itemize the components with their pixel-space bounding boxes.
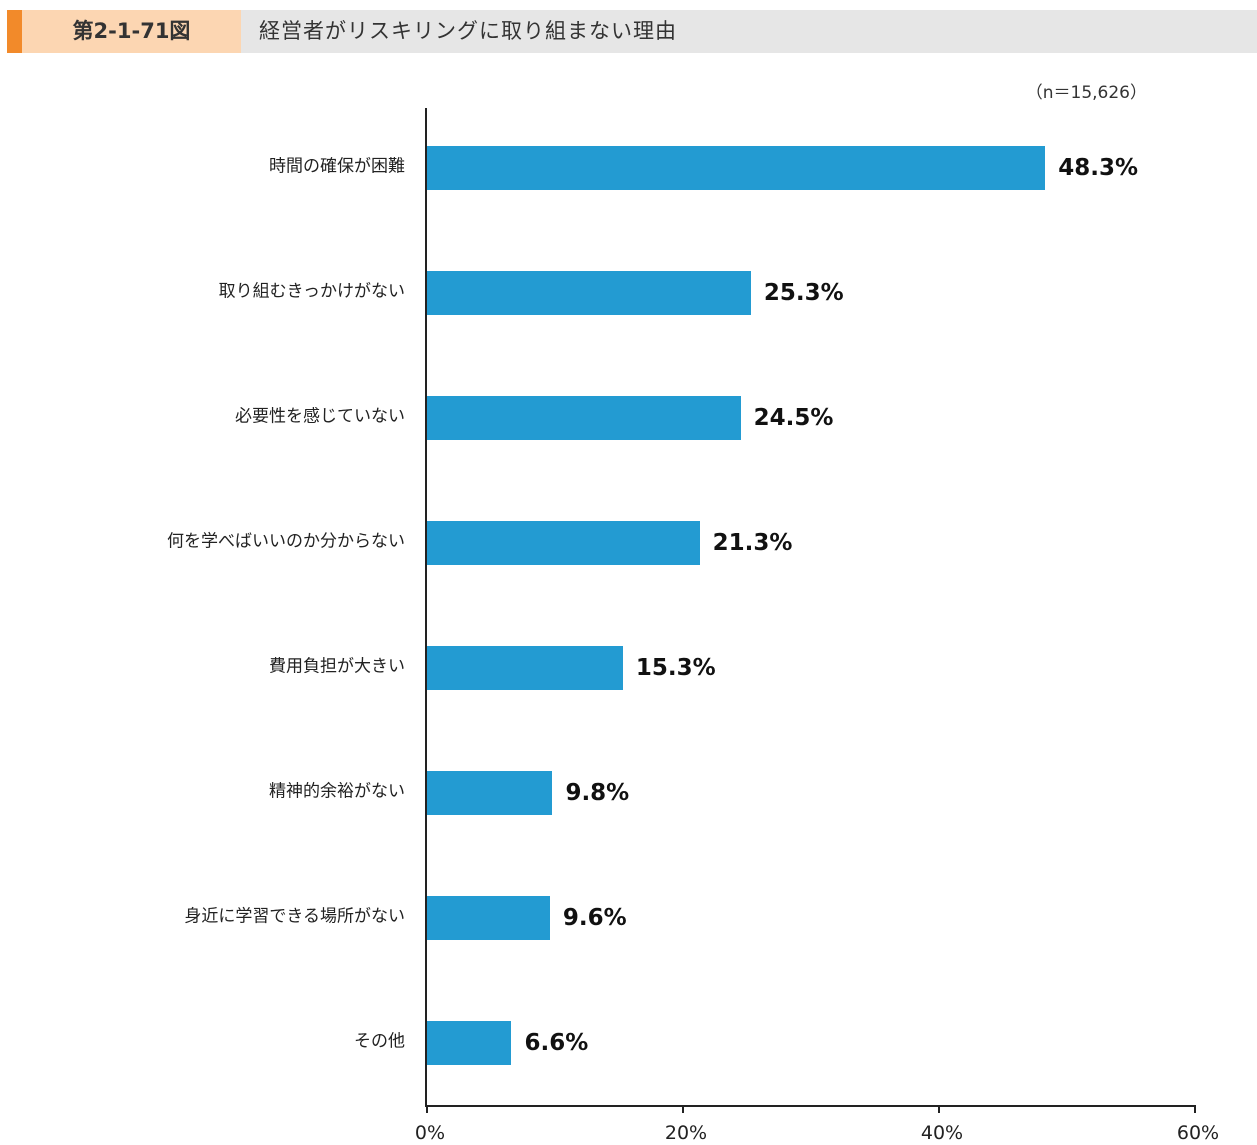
x-tick-label: 60% — [1176, 1122, 1220, 1144]
category-label: 精神的余裕がない — [269, 781, 405, 802]
bar — [427, 646, 623, 690]
sample-size-note: （n＝15,626） — [1025, 83, 1147, 103]
x-tick-label: 40% — [920, 1122, 964, 1144]
bar — [427, 896, 550, 940]
value-label: 6.6% — [524, 1030, 589, 1056]
bar — [427, 146, 1046, 190]
figure-header: 第2-1-71図 経営者がリスキリングに取り組まない理由 — [7, 10, 1257, 53]
bar — [427, 396, 741, 440]
header-accent-bar — [7, 10, 22, 53]
bar — [427, 271, 751, 315]
category-label: 取り組むきっかけがない — [218, 281, 405, 302]
x-tick-label: 0% — [414, 1122, 446, 1144]
figure-number: 第2-1-71図 — [22, 10, 241, 53]
x-tick — [682, 1105, 684, 1113]
category-label: 時間の確保が困難 — [269, 156, 405, 177]
x-tick — [1194, 1105, 1196, 1113]
value-label: 25.3% — [763, 280, 844, 306]
category-label: 必要性を感じていない — [235, 406, 405, 427]
value-label: 15.3% — [635, 655, 716, 681]
category-label: 費用負担が大きい — [269, 656, 405, 677]
value-label: 24.5% — [753, 405, 834, 431]
y-axis-line — [425, 108, 427, 1106]
bar — [427, 1021, 512, 1065]
category-label: その他 — [354, 1031, 405, 1052]
bar — [427, 771, 553, 815]
value-label: 48.3% — [1058, 155, 1139, 181]
bar — [427, 521, 700, 565]
value-label: 21.3% — [712, 530, 793, 556]
value-label: 9.8% — [565, 780, 630, 806]
category-label: 身近に学習できる場所がない — [184, 906, 405, 927]
category-label: 何を学べばいいのか分からない — [167, 531, 405, 552]
x-tick-label: 20% — [664, 1122, 708, 1144]
x-axis-line — [425, 1105, 1195, 1107]
figure-title: 経営者がリスキリングに取り組まない理由 — [259, 19, 677, 43]
value-label: 9.6% — [562, 905, 627, 931]
x-tick — [938, 1105, 940, 1113]
x-tick — [426, 1105, 428, 1113]
